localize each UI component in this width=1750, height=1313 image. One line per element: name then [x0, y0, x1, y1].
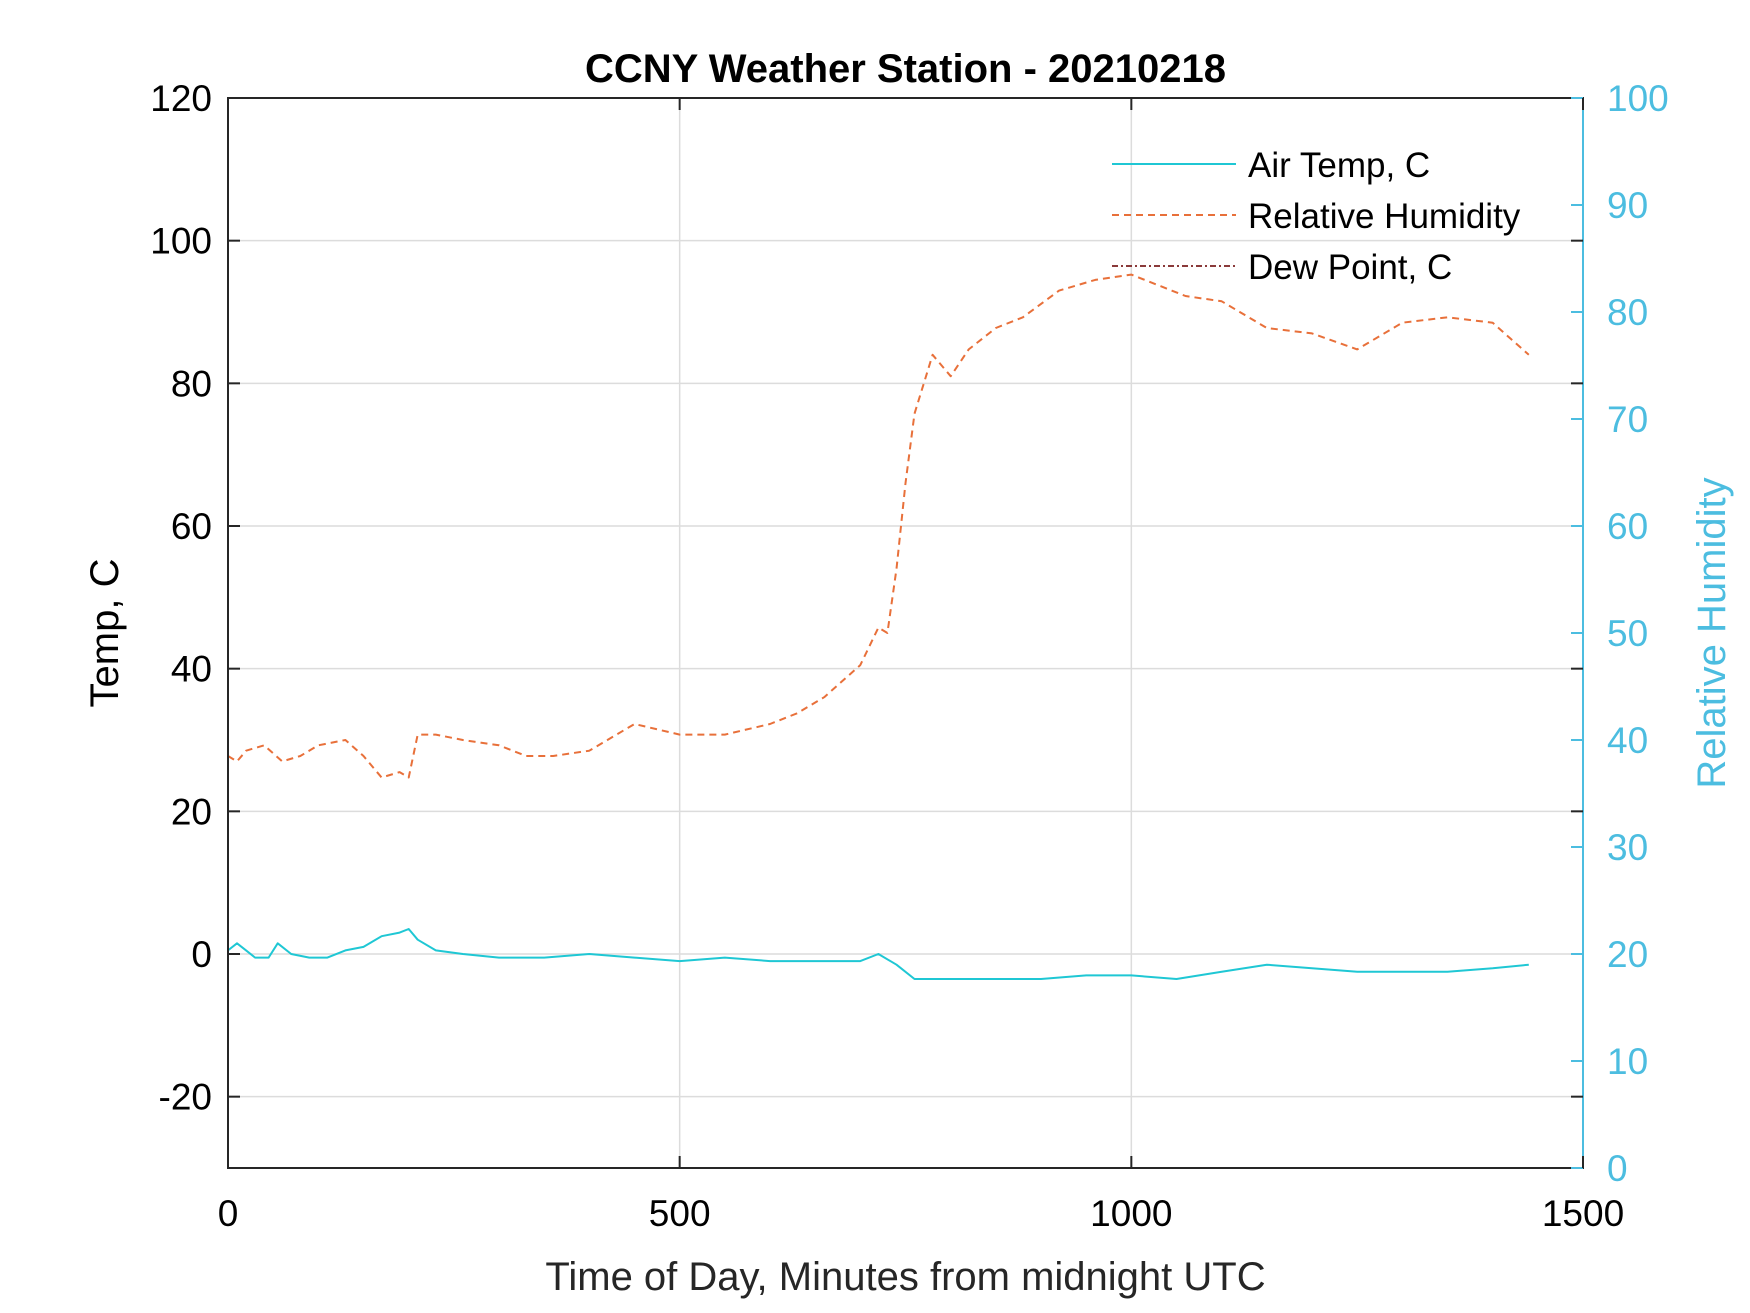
series-layer: [227, 273, 1530, 980]
left-axis-ticks: -20 0 20 40 60 80 100 120: [150, 78, 1583, 1118]
right-tick-label: 80: [1607, 292, 1648, 333]
left-tick-label: 100: [150, 221, 212, 262]
left-tick-label: 40: [171, 649, 212, 690]
right-tick-label: 50: [1607, 613, 1648, 654]
y-axis-label-left: Temp, C: [83, 559, 127, 708]
right-tick-label: 10: [1607, 1041, 1648, 1082]
right-tick-label: 30: [1607, 827, 1648, 868]
x-tick-label: 1000: [1090, 1193, 1172, 1234]
right-axis-ticks: 0 10 20 30 40 50 60 70 80 90 100: [1571, 78, 1669, 1189]
series-line-1: [227, 273, 1530, 779]
left-tick-label: -20: [159, 1077, 212, 1118]
x-tick-label: 0: [218, 1193, 239, 1234]
right-tick-label: 70: [1607, 399, 1648, 440]
right-tick-label: 90: [1607, 185, 1648, 226]
y-axis-label-right: Relative Humidity: [1690, 477, 1734, 788]
x-tick-label: 1500: [1542, 1193, 1624, 1234]
grid-lines: [228, 98, 1583, 1168]
right-tick-label: 100: [1607, 78, 1669, 119]
legend-label-0: Air Temp, C: [1248, 146, 1430, 185]
x-tick-label: 500: [649, 1193, 711, 1234]
legend: Air Temp, C Relative Humidity Dew Point, C: [1112, 146, 1521, 287]
right-tick-label: 0: [1607, 1148, 1628, 1189]
left-tick-label: 60: [171, 506, 212, 547]
series-line-0: [227, 928, 1529, 980]
right-tick-label: 60: [1607, 506, 1648, 547]
left-tick-label: 0: [191, 934, 212, 975]
legend-label-1: Relative Humidity: [1248, 197, 1521, 236]
legend-label-2: Dew Point, C: [1248, 248, 1452, 287]
left-tick-label: 80: [171, 363, 212, 404]
left-tick-label: 120: [150, 78, 212, 119]
x-axis-ticks: 0 500 1000 1500: [218, 98, 1624, 1234]
x-axis-label: Time of Day, Minutes from midnight UTC: [545, 1255, 1265, 1299]
chart-title: CCNY Weather Station - 20210218: [585, 47, 1226, 91]
right-tick-label: 20: [1607, 934, 1648, 975]
right-tick-label: 40: [1607, 720, 1648, 761]
left-tick-label: 20: [171, 791, 212, 832]
